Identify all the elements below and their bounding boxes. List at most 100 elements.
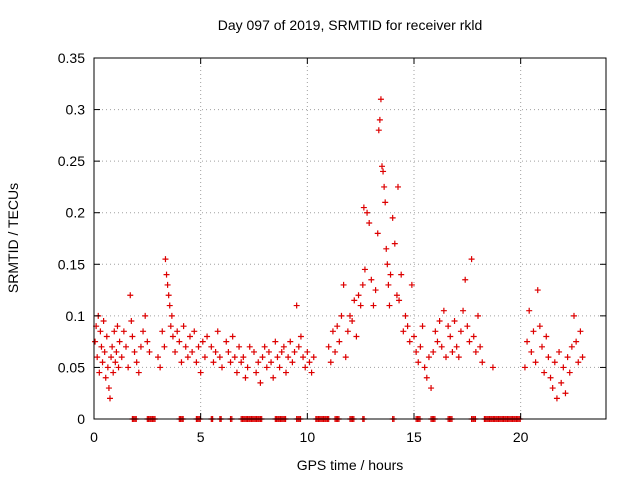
data-point xyxy=(408,281,415,288)
data-point xyxy=(155,354,161,361)
data-point xyxy=(359,281,366,288)
data-point xyxy=(310,354,317,361)
data-point xyxy=(575,359,582,366)
data-point xyxy=(98,343,105,350)
data-point xyxy=(338,312,345,319)
data-point xyxy=(97,328,104,335)
data-point xyxy=(360,204,367,211)
data-point xyxy=(564,354,571,361)
data-point xyxy=(131,348,138,355)
data-point xyxy=(470,333,477,340)
data-point xyxy=(428,385,435,392)
data-point xyxy=(102,374,109,381)
data-point xyxy=(532,359,539,366)
y-tick-label: 0.2 xyxy=(66,205,86,221)
data-point xyxy=(199,338,206,345)
data-point xyxy=(103,333,110,340)
data-point xyxy=(325,343,332,350)
x-tick-label: 15 xyxy=(406,429,422,445)
data-point xyxy=(477,343,484,350)
data-point xyxy=(402,312,409,319)
data-point xyxy=(413,348,420,355)
data-point xyxy=(208,343,215,350)
data-point xyxy=(283,369,289,376)
data-point xyxy=(382,199,389,206)
data-point xyxy=(423,374,430,381)
data-point xyxy=(140,328,147,335)
data-point xyxy=(112,359,119,366)
data-point xyxy=(157,364,164,371)
x-tick-label: 20 xyxy=(513,429,529,445)
data-point xyxy=(287,338,294,345)
data-point xyxy=(464,323,471,330)
data-point xyxy=(560,364,567,371)
data-point xyxy=(432,328,439,335)
data-point xyxy=(377,96,384,103)
data-point xyxy=(225,348,232,355)
data-point xyxy=(92,338,99,345)
data-point xyxy=(534,287,541,294)
data-point xyxy=(347,312,353,319)
data-point xyxy=(107,395,113,402)
data-point xyxy=(404,323,411,330)
data-point xyxy=(543,333,550,340)
data-point xyxy=(386,302,393,309)
data-point xyxy=(169,333,176,340)
data-point xyxy=(201,354,208,361)
data-point xyxy=(219,364,225,371)
data-point xyxy=(142,312,149,319)
data-point xyxy=(302,364,309,371)
data-point xyxy=(128,318,135,325)
y-tick-label: 0.3 xyxy=(66,102,86,118)
data-point xyxy=(182,343,189,350)
data-point xyxy=(174,328,181,335)
data-point xyxy=(163,271,170,278)
data-point xyxy=(396,297,403,304)
data-point xyxy=(306,359,313,366)
data-point xyxy=(120,328,127,335)
data-point xyxy=(389,214,396,221)
data-point xyxy=(300,354,307,361)
data-point xyxy=(342,354,349,361)
data-point xyxy=(462,276,469,283)
y-tick-label: 0.35 xyxy=(58,50,85,66)
data-point xyxy=(361,266,368,273)
data-point xyxy=(295,343,302,350)
y-axis-ticks: 0 0.05 0.1 0.15 0.2 0.25 0.3 0.35 xyxy=(58,50,606,427)
data-point xyxy=(195,343,202,350)
data-point xyxy=(293,302,300,309)
data-point xyxy=(180,323,187,330)
data-point xyxy=(472,348,479,355)
data-point xyxy=(430,348,437,355)
data-point xyxy=(549,385,556,392)
data-point xyxy=(178,359,185,366)
y-axis-label: SRMTID / TECUs xyxy=(5,183,21,293)
data-point xyxy=(400,328,407,335)
data-point xyxy=(536,323,543,330)
data-point xyxy=(393,292,400,299)
data-point xyxy=(159,328,166,335)
y-tick-label: 0.05 xyxy=(58,359,85,375)
data-point xyxy=(127,292,134,299)
data-point xyxy=(553,395,560,402)
data-point xyxy=(166,302,173,309)
chart-title: Day 097 of 2019, SRMTID for receiver rkl… xyxy=(218,17,483,33)
data-point xyxy=(449,348,456,355)
x-tick-label: 10 xyxy=(300,429,316,445)
data-point xyxy=(94,354,101,361)
data-point xyxy=(289,359,296,366)
data-point xyxy=(530,328,537,335)
data-point xyxy=(133,359,140,366)
x-tick-label: 0 xyxy=(90,429,98,445)
data-point xyxy=(165,292,172,299)
data-point xyxy=(280,343,287,350)
data-point xyxy=(568,343,575,350)
data-point xyxy=(125,364,132,371)
data-point xyxy=(528,348,535,355)
data-point xyxy=(327,359,334,366)
data-point xyxy=(372,287,379,294)
y-tick-label: 0.1 xyxy=(66,308,86,324)
data-point xyxy=(349,318,356,325)
data-point xyxy=(577,328,584,335)
data-point xyxy=(344,328,351,335)
